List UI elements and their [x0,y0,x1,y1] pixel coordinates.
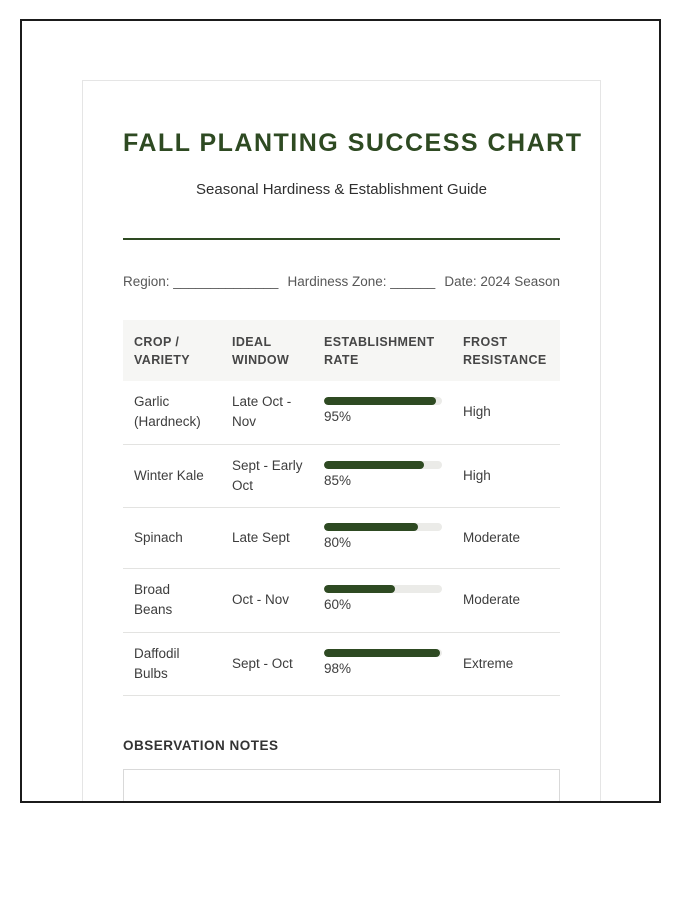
crop-variety-cell: Daffodil Bulbs [134,645,180,681]
establishment-rate-cell: 60% [324,585,463,615]
rate-percent-label: 98% [324,660,352,676]
ideal-window-cell: Sept - Oct [232,655,293,671]
establishment-rate-cell: 80% [324,523,463,553]
establishment-bar-fill [324,523,419,532]
crop-variety-cell: Spinach [134,530,183,546]
crop-variety-cell: Winter Kale [134,467,204,483]
rate-percent-label: 95% [324,409,352,425]
frost-resistance-cell: High [463,404,491,420]
ideal-window-cell: Sept - Early Oct [232,457,303,493]
rate-percent-label: 60% [324,597,352,613]
establishment-bar-fill [324,460,425,469]
establishment-rate-cell: 95% [324,397,463,427]
hardiness-zone-field: Hardiness Zone: ______ [287,273,436,289]
table-row: Spinach Late Sept 80% Moderate [123,508,560,570]
observation-notes-box [123,769,560,801]
table-row: Winter Kale Sept - Early Oct 85% High [123,445,560,509]
observation-notes-heading: OBSERVATION NOTES [123,738,279,754]
establishment-bar-track [324,523,442,532]
page-title: FALL PLANTING SUCCESS CHART [123,129,583,157]
ideal-window-cell: Late Sept [232,530,290,546]
table-body: Garlic (Hardneck) Late Oct - Nov 95% Hig… [123,381,560,697]
establishment-bar-track [324,460,442,469]
table-row: Daffodil Bulbs Sept - Oct 98% Extreme [123,633,560,697]
date-field: Date: 2024 Season [444,273,560,289]
table-row: Garlic (Hardneck) Late Oct - Nov 95% Hig… [123,381,560,445]
crop-variety-cell: Garlic (Hardneck) [134,394,201,430]
establishment-rate-cell: 85% [324,460,463,491]
rate-percent-label: 85% [324,472,352,488]
ideal-window-cell: Late Oct - Nov [232,394,292,430]
meta-row: Region: ______________ Hardiness Zone: _… [123,274,560,290]
establishment-bar-track [324,648,442,657]
rate-percent-label: 80% [324,535,352,551]
frost-resistance-cell: Moderate [463,592,521,608]
page-frame: FALL PLANTING SUCCESS CHART Seasonal Har… [20,19,661,803]
title-divider [123,237,560,240]
document-card: FALL PLANTING SUCCESS CHART Seasonal Har… [82,80,601,801]
establishment-bar-fill [324,648,440,657]
ideal-window-cell: Oct - Nov [232,592,290,608]
establishment-bar-fill [324,585,395,594]
frost-resistance-cell: Extreme [463,655,514,671]
table-row: Broad Beans Oct - Nov 60% Moderate [123,569,560,633]
planting-table: CROP / VARIETY IDEAL WINDOW ESTABLISHMEN… [123,319,560,697]
crop-variety-cell: Broad Beans [134,582,173,618]
establishment-bar-track [324,585,442,594]
frost-resistance-cell: High [463,467,491,483]
table-header-row: CROP / VARIETY IDEAL WINDOW ESTABLISHMEN… [123,319,560,382]
region-field: Region: ______________ [123,273,279,289]
establishment-bar-fill [324,397,437,406]
header-establishment-rate: ESTABLISHMENT RATE [324,334,435,368]
header-ideal-window: IDEAL WINDOW [232,334,290,368]
header-frost-resistance: FROST RESISTANCE [463,334,547,368]
establishment-rate-cell: 98% [324,648,463,679]
frost-resistance-cell: Moderate [463,530,521,546]
header-crop-variety: CROP / VARIETY [134,334,191,368]
page-subtitle: Seasonal Hardiness & Establishment Guide [196,181,487,199]
establishment-bar-track [324,397,442,406]
